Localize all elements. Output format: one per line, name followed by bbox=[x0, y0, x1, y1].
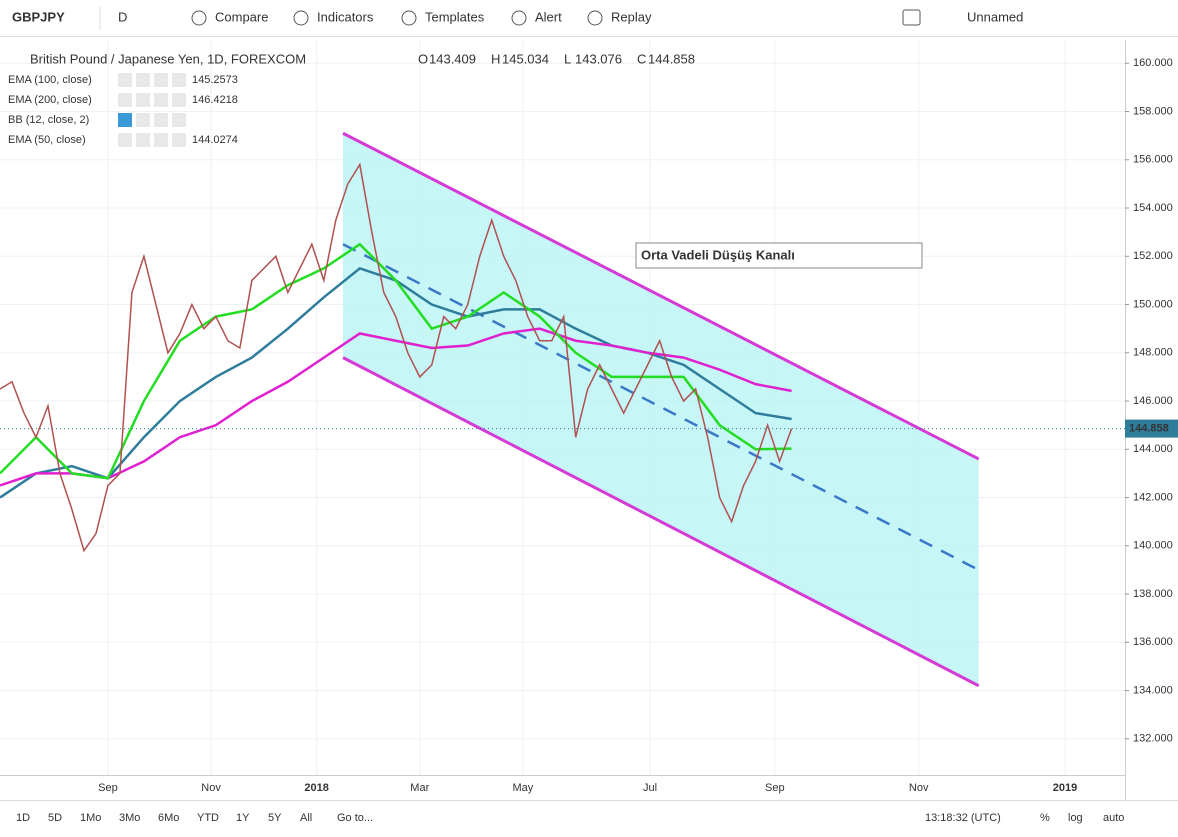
range-button[interactable]: 6Mo bbox=[158, 812, 179, 824]
indicator-name: BB (12, close, 2) bbox=[8, 114, 89, 126]
range-button[interactable]: 1Y bbox=[236, 812, 250, 824]
y-tick-label: 144.000 bbox=[1133, 443, 1173, 455]
ohlc-value: 143.076 bbox=[575, 51, 622, 66]
y-tick-label: 160.000 bbox=[1133, 57, 1173, 69]
x-tick-label: Nov bbox=[201, 782, 221, 794]
x-tick-label: Jul bbox=[643, 782, 657, 794]
goto-button[interactable]: Go to... bbox=[337, 812, 373, 824]
channel-lower bbox=[342, 356, 980, 688]
channel-upper bbox=[342, 131, 980, 461]
y-tick-label: 156.000 bbox=[1133, 154, 1173, 166]
button-icon bbox=[587, 10, 603, 26]
indicator-control[interactable] bbox=[118, 93, 132, 107]
ohlc-key: H bbox=[491, 51, 500, 66]
scale-option[interactable]: log bbox=[1068, 812, 1083, 824]
range-button[interactable]: All bbox=[300, 812, 312, 824]
indicator-control[interactable] bbox=[136, 93, 150, 107]
indicator-control[interactable] bbox=[154, 73, 168, 87]
toolbar-button[interactable]: Templates bbox=[425, 9, 485, 24]
interval[interactable]: D bbox=[118, 9, 127, 24]
indicator-value: 146.4218 bbox=[192, 94, 238, 106]
indicator-name: EMA (50, close) bbox=[8, 134, 86, 146]
indicator-control[interactable] bbox=[136, 133, 150, 147]
last-price-label: 144.858 bbox=[1129, 423, 1169, 435]
chart-title: British Pound / Japanese Yen, 1D, FOREXC… bbox=[30, 51, 306, 66]
y-tick-label: 134.000 bbox=[1133, 684, 1173, 696]
ohlc-key: L bbox=[564, 51, 571, 66]
button-icon bbox=[191, 10, 207, 26]
x-tick-label: 2018 bbox=[304, 782, 328, 794]
indicator-name: EMA (100, close) bbox=[8, 74, 92, 86]
channel-fill bbox=[343, 133, 979, 686]
y-tick-label: 150.000 bbox=[1133, 298, 1173, 310]
indicator-value: 145.2573 bbox=[192, 74, 238, 86]
ohlc-value: 143.409 bbox=[429, 51, 476, 66]
indicator-control[interactable] bbox=[118, 133, 132, 147]
ohlc-key: O bbox=[418, 51, 428, 66]
x-tick-label: 2019 bbox=[1053, 782, 1077, 794]
y-tick-label: 142.000 bbox=[1133, 491, 1173, 503]
clock: 13:18:32 (UTC) bbox=[925, 812, 1001, 824]
y-tick-label: 148.000 bbox=[1133, 347, 1173, 359]
button-icon bbox=[401, 10, 417, 26]
y-tick-label: 146.000 bbox=[1133, 395, 1173, 407]
ohlc-value: 144.858 bbox=[648, 51, 695, 66]
x-tick-label: Nov bbox=[909, 782, 929, 794]
range-button[interactable]: 1D bbox=[16, 812, 30, 824]
layout-icon[interactable] bbox=[902, 9, 921, 26]
toolbar-button[interactable]: Replay bbox=[611, 9, 652, 24]
y-tick-label: 136.000 bbox=[1133, 636, 1173, 648]
ohlc-value: 145.034 bbox=[502, 51, 549, 66]
toolbar-button[interactable]: Indicators bbox=[317, 9, 374, 24]
y-tick-label: 152.000 bbox=[1133, 250, 1173, 262]
indicator-control[interactable] bbox=[172, 113, 186, 127]
indicator-control[interactable] bbox=[118, 113, 132, 127]
indicator-control[interactable] bbox=[118, 73, 132, 87]
y-tick-label: 138.000 bbox=[1133, 588, 1173, 600]
indicator-name: EMA (200, close) bbox=[8, 94, 92, 106]
range-button[interactable]: 5Y bbox=[268, 812, 282, 824]
indicator-control[interactable] bbox=[154, 93, 168, 107]
x-tick-label: Sep bbox=[765, 782, 785, 794]
y-tick-label: 140.000 bbox=[1133, 540, 1173, 552]
range-button[interactable]: 3Mo bbox=[119, 812, 140, 824]
button-icon bbox=[511, 10, 527, 26]
indicator-control[interactable] bbox=[154, 113, 168, 127]
annotation-box bbox=[635, 242, 923, 269]
layout-name[interactable]: Unnamed bbox=[967, 9, 1023, 24]
indicator-control[interactable] bbox=[154, 133, 168, 147]
y-tick-label: 154.000 bbox=[1133, 202, 1173, 214]
ema-line bbox=[0, 327, 792, 487]
y-tick-label: 132.000 bbox=[1133, 733, 1173, 745]
annotation: Orta Vadeli Düşüş Kanalı bbox=[641, 247, 795, 262]
scale-option[interactable]: % bbox=[1040, 812, 1050, 824]
toolbar-button[interactable]: Compare bbox=[215, 9, 268, 24]
indicator-value: 144.0274 bbox=[192, 134, 238, 146]
x-tick-label: May bbox=[513, 782, 534, 794]
indicator-control[interactable] bbox=[172, 93, 186, 107]
ohlc-key: C bbox=[637, 51, 646, 66]
x-tick-label: Sep bbox=[98, 782, 118, 794]
indicator-control[interactable] bbox=[136, 73, 150, 87]
last-price-badge bbox=[1125, 419, 1178, 438]
toolbar-button[interactable]: Alert bbox=[535, 9, 562, 24]
range-button[interactable]: 5D bbox=[48, 812, 62, 824]
price-line bbox=[0, 162, 793, 553]
indicator-control[interactable] bbox=[136, 113, 150, 127]
scale-option[interactable]: auto bbox=[1103, 812, 1124, 824]
y-tick-label: 158.000 bbox=[1133, 105, 1173, 117]
button-icon bbox=[293, 10, 309, 26]
range-button[interactable]: 1Mo bbox=[80, 812, 101, 824]
symbol[interactable]: GBPJPY bbox=[12, 9, 65, 24]
range-button[interactable]: YTD bbox=[197, 812, 219, 824]
x-tick-label: Mar bbox=[410, 782, 429, 794]
indicator-control[interactable] bbox=[172, 133, 186, 147]
indicator-control[interactable] bbox=[172, 73, 186, 87]
ema-line bbox=[0, 242, 792, 480]
